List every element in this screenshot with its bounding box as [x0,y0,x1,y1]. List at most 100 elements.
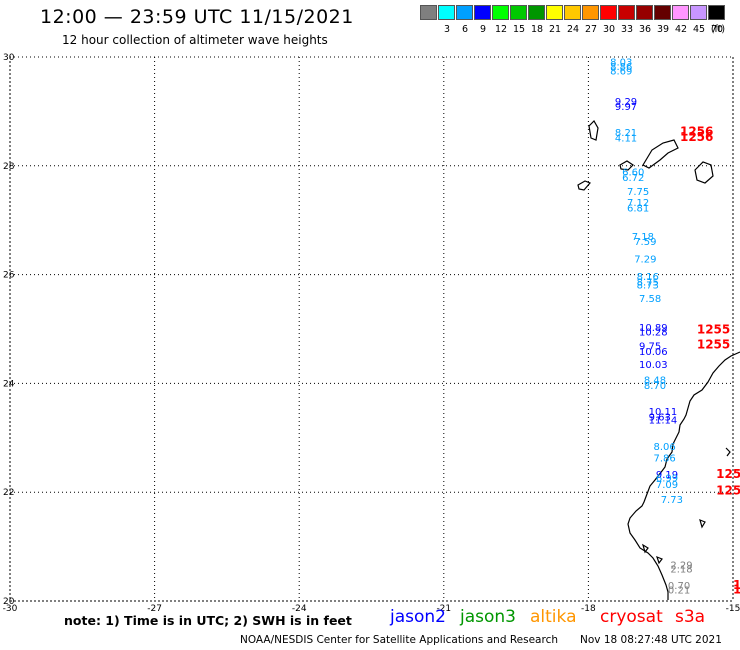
wave-height-value: 8.21 [615,128,637,139]
wave-height-value: 8.86 [610,62,632,73]
satellite-s3a: s3a [675,607,706,627]
lon-tick-label: -30 [3,604,18,614]
legend-unit: (ft) [710,24,726,35]
legend-label: 21 [548,24,562,35]
islet-b [699,518,706,529]
canary-island-tenerife [642,139,679,169]
legend-swatch [510,5,527,20]
lat-tick-label: 22 [3,488,14,498]
legend-swatch [564,5,581,20]
legend-swatch [492,5,509,20]
lat-tick-label: 28 [3,162,15,172]
wave-height-value: 10.06 [639,347,668,358]
lon-tick-label: -15 [726,604,740,614]
wave-height-value: 7.73 [661,495,683,506]
wave-height-value: 7.29 [634,255,656,266]
wave-height-value: 8.03 [610,58,632,69]
wave-height-value: 10.03 [639,360,668,371]
legend-swatch [708,5,725,20]
legend-label: 9 [479,24,487,35]
legend-label: 3 [443,24,451,35]
wave-height-value: 9.19 [656,470,678,481]
legend-swatch [546,5,563,20]
pass-time-value: 1256 [680,124,713,138]
canary-island-la-palma [588,120,599,141]
legend-swatch [600,5,617,20]
wave-height-value: 11.14 [649,416,678,427]
pass-time-value: 1255 [697,338,730,352]
lon-tick-label: -18 [581,604,596,614]
map-frame [9,56,734,602]
satellite-altika: altika [530,607,577,627]
wave-height-value: 2.18 [670,565,692,576]
wave-height-value: 8.73 [637,281,659,292]
wave-height-value: 10.28 [639,328,668,339]
wave-height-value: 6.60 [622,168,644,179]
wave-height-value: 7.75 [627,187,649,198]
wave-height-value: 8.69 [610,66,632,77]
wave-height-value: 9.97 [615,102,637,113]
legend-label: 12 [494,24,508,35]
pass-time-value: 1254 [716,483,740,497]
legend-label: 33 [620,24,634,35]
wave-height-value: 0.70 [668,581,690,592]
legend-swatch [438,5,455,20]
pass-time-value: 1256 [680,130,713,144]
legend-label: 24 [566,24,580,35]
wave-height-value: 0.21 [668,585,690,596]
wave-height-value: 8.06 [653,442,675,453]
wave-height-value: 8.16 [637,272,659,283]
wave-height-value: 9.29 [615,97,637,108]
legend-swatch [474,5,491,20]
wave-height-value: 10.89 [639,323,668,334]
legend-label: 36 [638,24,652,35]
wave-height-value: 9.75 [639,342,661,353]
wave-height-value: 7.12 [627,198,649,209]
canary-island-el-hierro [577,180,592,191]
canary-island-la-gomera [619,160,634,171]
legend-swatch [672,5,689,20]
legend-swatch [420,5,437,20]
page-title: 12:00 — 23:59 UTC 11/15/2021 [40,6,354,28]
wave-height-value: 8.48 [644,375,666,386]
wave-height-labels: 8.038.868.69 9.299.97 8.214.11 6.606.72 7.75… [610,58,693,597]
page-subtitle: 12 hour collection of altimeter wave hei… [62,33,328,47]
legend-swatch [528,5,545,20]
wave-height-value: 7.09 [656,480,678,491]
legend-swatch [582,5,599,20]
coastline [577,120,740,600]
footer-credit: NOAA/NESDIS Center for Satellite Applica… [240,634,722,646]
pass-time-value: 1253 [733,578,740,592]
lat-tick-label: 26 [3,271,15,281]
lat-tick-label: 24 [3,379,15,389]
legend-label: 70 [710,24,724,35]
canary-island-gran-canaria [694,161,714,184]
pass-time-value: 1253 [733,582,740,596]
islet-c [642,543,649,554]
wave-height-value: 7.58 [639,294,661,305]
wave-height-value: 7.86 [653,454,675,465]
legend-label: 18 [530,24,544,35]
pass-time-value: 1254 [716,467,740,481]
legend-swatch [636,5,653,20]
legend-label: 27 [584,24,598,35]
satellite-jason2: jason2 [390,607,446,627]
credit-organization: NOAA/NESDIS Center for Satellite Applica… [240,634,558,646]
legend-swatch [690,5,707,20]
lon-tick-label: -24 [292,604,307,614]
islet-a [725,447,731,457]
wave-height-value: 7.18 [632,232,654,243]
islet-d [656,555,663,565]
wave-height-value: 6.99 [656,473,678,484]
wave-height-value: 2.29 [670,560,692,571]
satellite-cryosat: cryosat [600,607,663,627]
legend-label: 15 [512,24,526,35]
wave-height-value: 8.75 [637,277,659,288]
legend-label: 45 [692,24,706,35]
legend-label: 42 [674,24,688,35]
lat-tick-label: 20 [3,597,15,607]
legend-label: 30 [602,24,616,35]
pass-time-value: 1255 [697,322,730,336]
